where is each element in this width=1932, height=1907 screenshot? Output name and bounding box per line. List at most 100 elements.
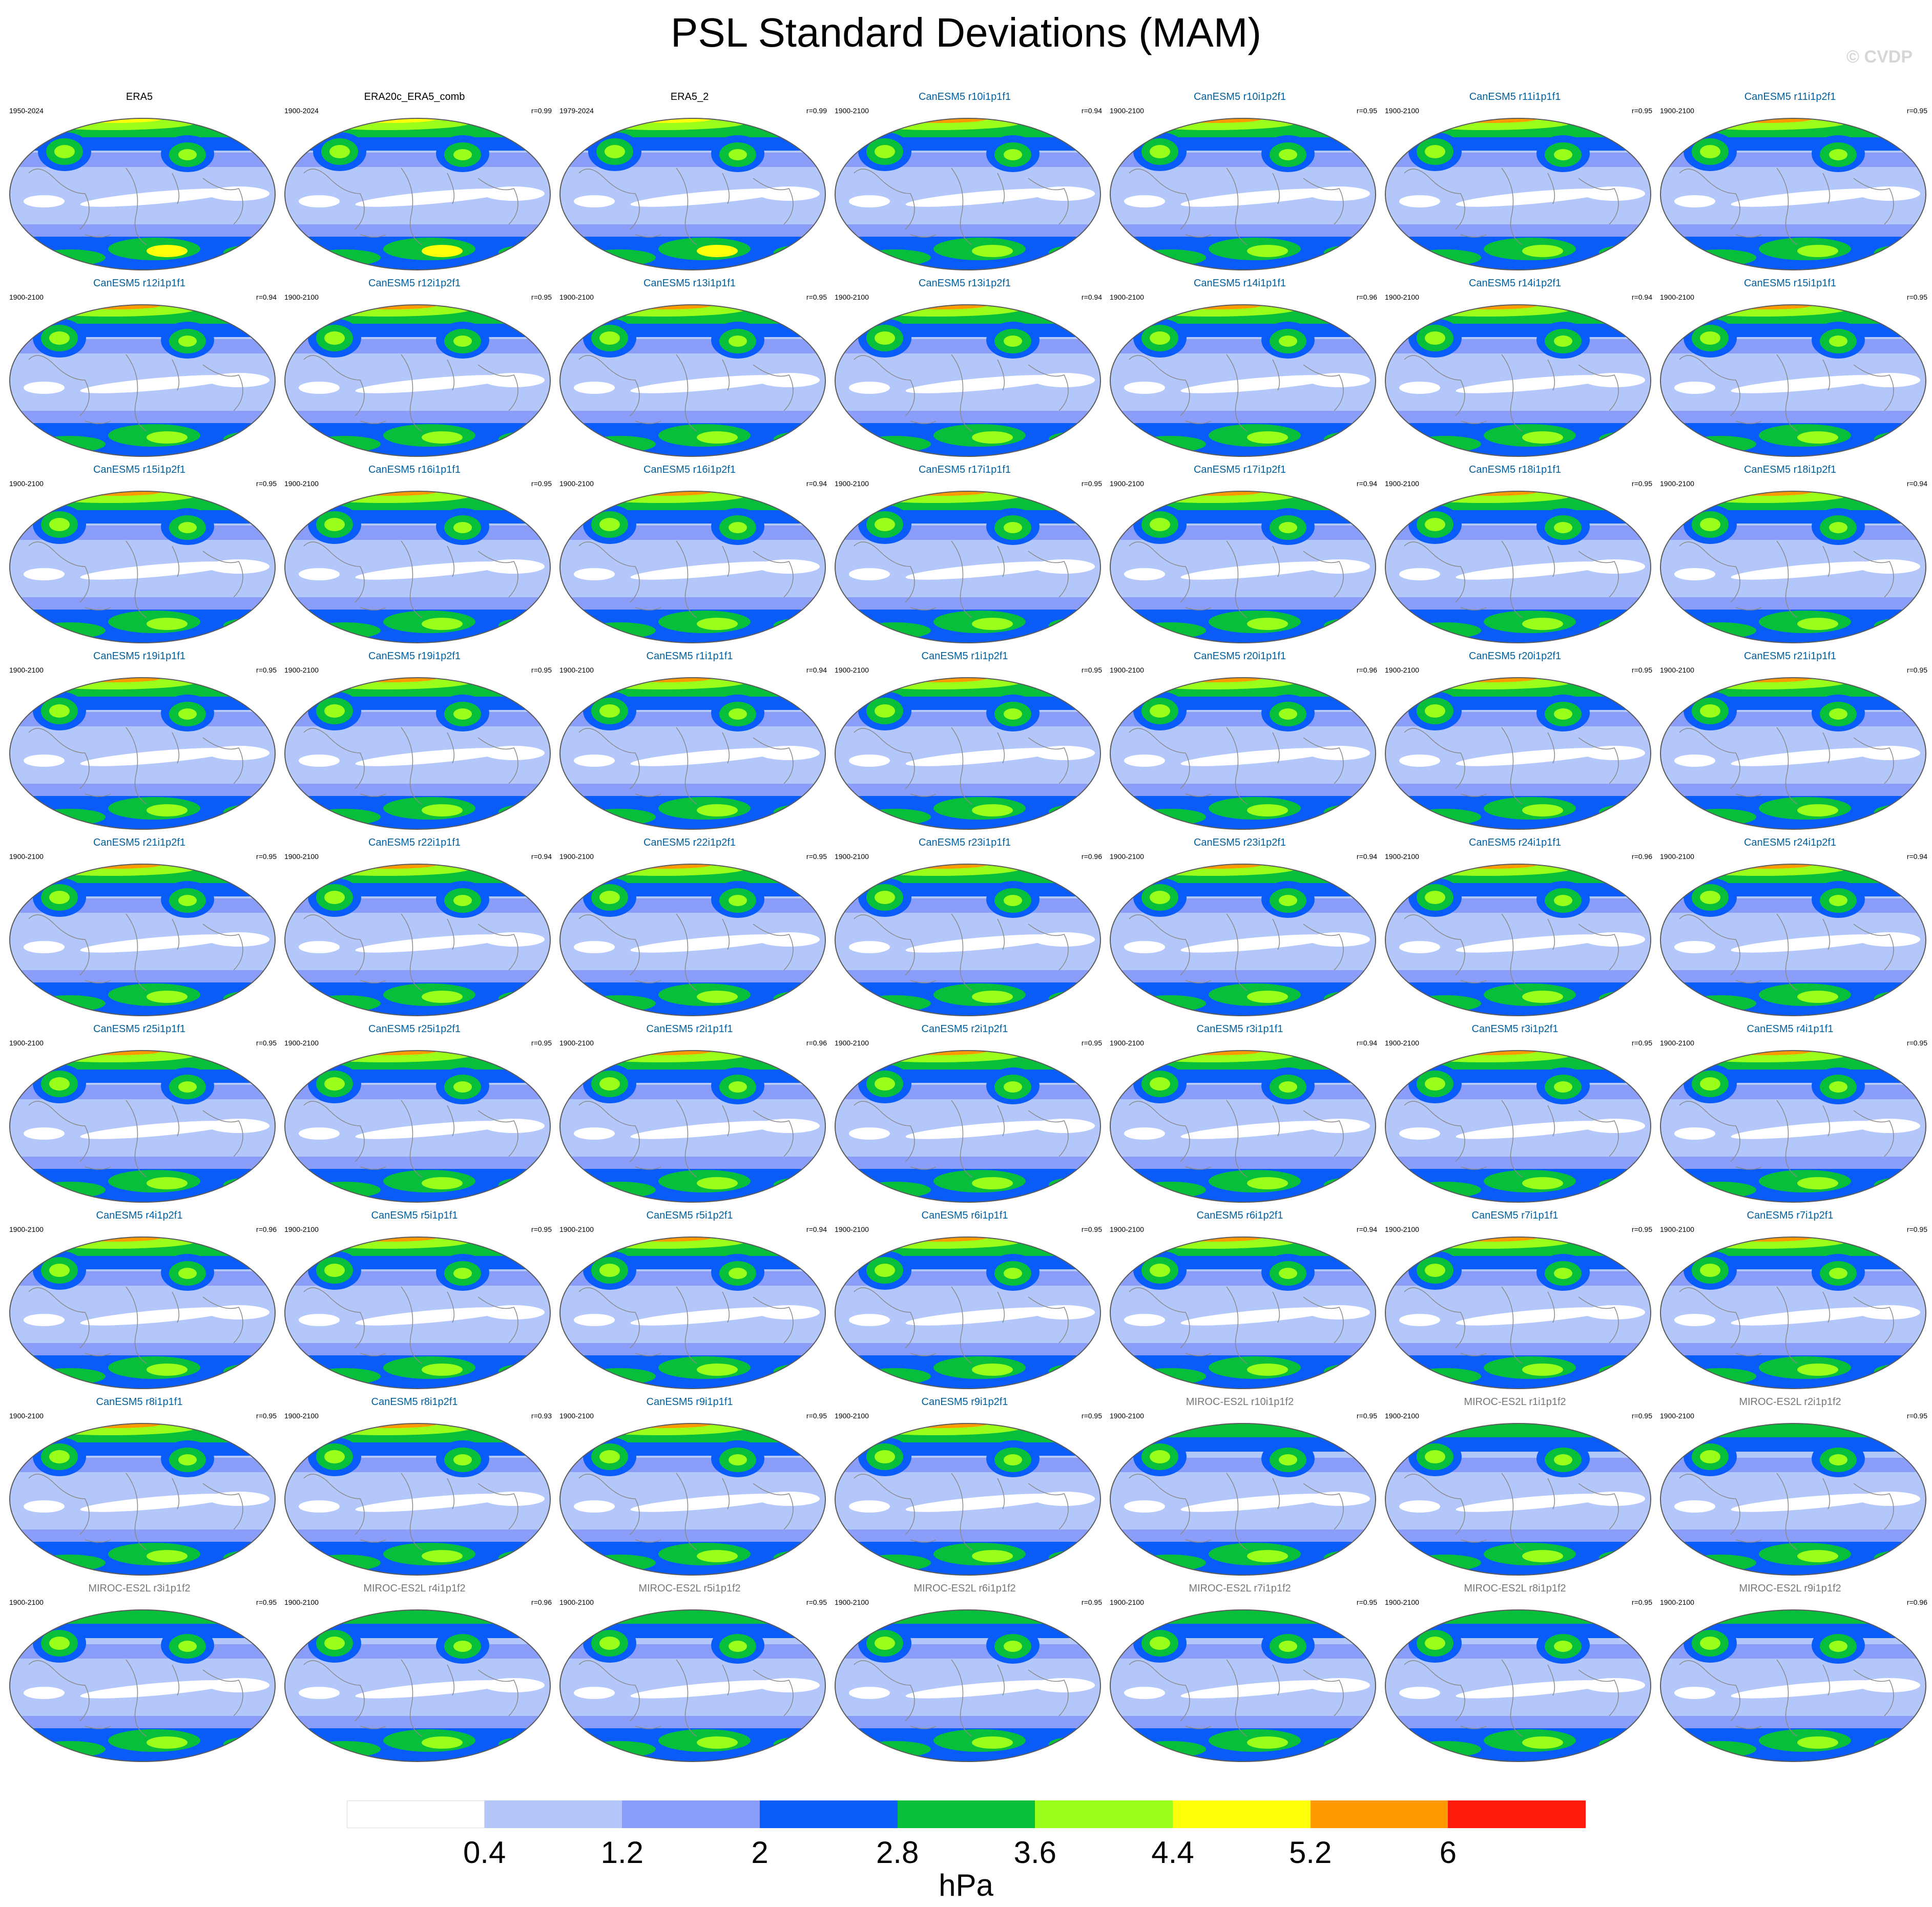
- tropical-minimum: [1674, 941, 1715, 953]
- panel-title: CanESM5 r24i1p2f1: [1743, 837, 1837, 848]
- atlantic-center: [1279, 1081, 1297, 1093]
- panel-period: 1900-2100: [1660, 1039, 1694, 1047]
- coastline: [854, 727, 1069, 805]
- panel-title: CanESM5 r19i1p1f1: [93, 651, 186, 662]
- southern-maximum: [774, 1737, 825, 1751]
- southern-maximum: [422, 1736, 463, 1749]
- colorbar-box: [1448, 1800, 1586, 1828]
- nh-highlat-core: [835, 1610, 1100, 1624]
- coastline: [578, 727, 794, 805]
- atlantic-center: [453, 522, 472, 533]
- tropical-minimum: [574, 382, 615, 394]
- robinson-map: [1110, 304, 1376, 457]
- tropical-minimum: [1033, 1119, 1095, 1133]
- tropical-minimum: [630, 748, 784, 766]
- coastline: [303, 1286, 518, 1364]
- tropical-minimum: [1731, 1680, 1884, 1699]
- panel-period: 1900-2100: [9, 666, 44, 674]
- tropical-minimum: [630, 561, 784, 580]
- tropical-minimum: [355, 934, 509, 953]
- map-panel: ERA20c_ERA5_comb 1900-2024 r=0.99: [277, 91, 552, 274]
- tropical-minimum: [355, 1680, 509, 1699]
- southern-maximum: [1324, 1550, 1375, 1565]
- atlantic-center: [1554, 1641, 1572, 1652]
- map-panel: CanESM5 r24i1p2f1 1900-2100 r=0.94: [1653, 837, 1927, 1019]
- southern-maximum: [498, 618, 550, 633]
- southern-maximum: [1797, 991, 1838, 1003]
- atlantic-center: [453, 336, 472, 347]
- pacific-center: [1700, 1264, 1720, 1277]
- tropical-minimum: [1033, 186, 1095, 201]
- map-outline: [1660, 864, 1926, 1016]
- atlantic-center: [1279, 1454, 1297, 1465]
- coastline: [578, 540, 794, 618]
- nh-highlat-core: [560, 1610, 825, 1624]
- southern-maximum: [422, 1177, 463, 1189]
- atlantic-center: [178, 1268, 197, 1279]
- map-outline: [559, 118, 826, 270]
- atlantic-center: [453, 149, 472, 160]
- atlantic-center: [1554, 895, 1572, 906]
- pacific-center: [49, 1450, 70, 1463]
- tropical-minimum: [574, 1500, 615, 1513]
- tropical-minimum: [1859, 373, 1920, 387]
- tropical-minimum: [1180, 1494, 1334, 1512]
- robinson-map: [835, 491, 1101, 643]
- tropical-minimum: [208, 1492, 269, 1506]
- map-panel: CanESM5 r7i1p2f1 1900-2100 r=0.95: [1653, 1210, 1927, 1392]
- pacific-center: [329, 145, 350, 158]
- pacific-center: [1425, 1450, 1445, 1463]
- panel-title: CanESM5 r15i1p2f1: [93, 464, 186, 475]
- map-panel: CanESM5 r10i1p2f1 1900-2100 r=0.95: [1103, 91, 1377, 274]
- panel-title: CanESM5 r5i1p1f1: [371, 1210, 458, 1221]
- map-panel: CanESM5 r13i1p1f1 1900-2100 r=0.95: [552, 278, 827, 460]
- atlantic-center: [178, 1454, 197, 1465]
- coastline: [1129, 727, 1344, 805]
- tropical-minimum: [1180, 1121, 1334, 1139]
- panel-period: 1900-2100: [1660, 107, 1694, 115]
- tropical-minimum: [1308, 1119, 1370, 1133]
- coastline: [578, 167, 794, 245]
- robinson-map: [1660, 1609, 1926, 1762]
- nh-highlat-core: [10, 1610, 275, 1624]
- map-panel: CanESM5 r21i1p1f1 1900-2100 r=0.95: [1653, 651, 1927, 833]
- map-panel: CanESM5 r1i1p1f1 1900-2100 r=0.94: [552, 651, 827, 833]
- map-panel: CanESM5 r20i1p2f1 1900-2100 r=0.95: [1378, 651, 1652, 833]
- panel-title: CanESM5 r17i1p2f1: [1193, 464, 1286, 475]
- tropical-minimum: [299, 568, 340, 580]
- atlantic-center: [729, 1641, 747, 1652]
- southern-maximum: [1874, 618, 1925, 633]
- tropical-minimum: [1731, 934, 1884, 953]
- tropical-minimum: [299, 1500, 340, 1513]
- southern-maximum: [774, 991, 825, 1005]
- panel-period: 1900-2100: [1385, 293, 1419, 301]
- tropical-minimum: [1033, 559, 1095, 574]
- panel-title: CanESM5 r4i1p1f1: [1747, 1023, 1834, 1035]
- southern-maximum: [422, 1550, 463, 1562]
- panel-period: 1900-2100: [1110, 852, 1144, 861]
- tropical-minimum: [1308, 186, 1370, 201]
- robinson-map: [1110, 1050, 1376, 1203]
- tropical-minimum: [849, 1500, 890, 1513]
- southern-maximum: [1049, 805, 1100, 819]
- panel-period: 1900-2100: [284, 1412, 319, 1420]
- southern-maximum: [1797, 804, 1838, 816]
- tropical-minimum: [1399, 195, 1440, 207]
- atlantic-center: [1829, 336, 1847, 347]
- robinson-map: [559, 864, 826, 1016]
- panel-correlation: r=0.95: [1906, 1039, 1927, 1047]
- tropical-minimum: [1674, 1687, 1715, 1699]
- southern-maximum: [1324, 245, 1375, 260]
- atlantic-center: [1004, 149, 1022, 160]
- pacific-center: [599, 1450, 620, 1463]
- southern-maximum: [1797, 1364, 1838, 1376]
- panel-title: ERA5: [126, 91, 153, 102]
- southern-maximum: [1599, 1550, 1650, 1565]
- panel-correlation: r=0.95: [1631, 1225, 1652, 1233]
- southern-maximum: [1599, 991, 1650, 1005]
- tropical-minimum: [758, 1678, 820, 1692]
- panel-title: CanESM5 r11i1p2f1: [1744, 91, 1836, 102]
- panel-title: CanESM5 r16i1p1f1: [368, 464, 461, 475]
- map-outline: [9, 1423, 276, 1576]
- coastline: [303, 354, 518, 432]
